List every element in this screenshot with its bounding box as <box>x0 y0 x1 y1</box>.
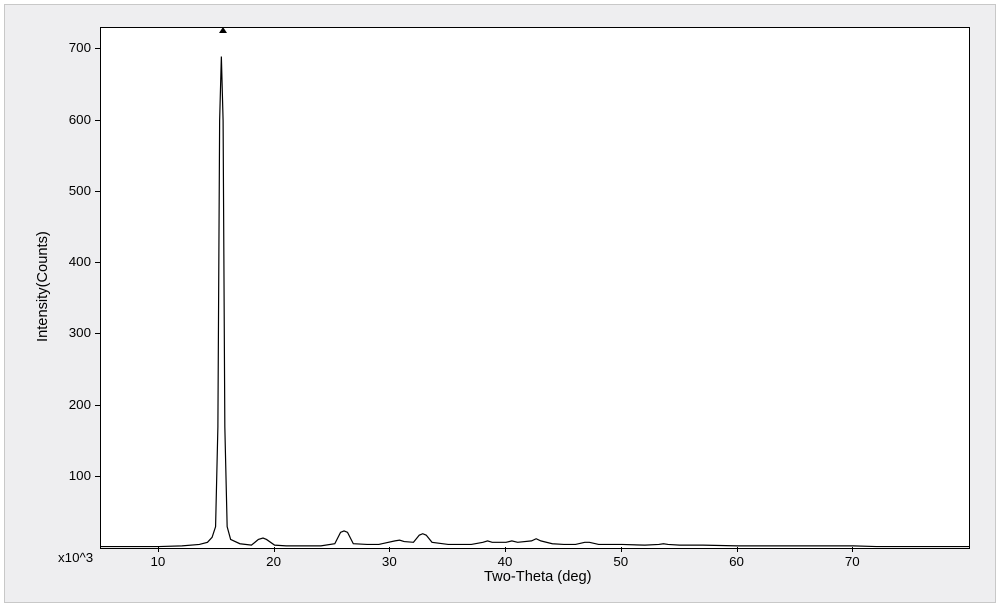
x-tick <box>737 547 738 552</box>
y-tick-label: 600 <box>69 112 91 127</box>
xrd-line-trace <box>101 28 969 548</box>
x-tick <box>389 547 390 552</box>
x-tick-label: 20 <box>266 554 281 569</box>
x-tick <box>158 547 159 552</box>
y-tick-label: 200 <box>69 397 91 412</box>
y-tick-label: 400 <box>69 254 91 269</box>
x-tick-label: 70 <box>845 554 860 569</box>
clip-indicator-marker <box>219 27 227 33</box>
x-tick-label: 10 <box>150 554 165 569</box>
y-tick <box>95 48 100 49</box>
y-tick-label: 100 <box>69 468 91 483</box>
x-tick <box>621 547 622 552</box>
x-tick <box>505 547 506 552</box>
y-tick-label: 300 <box>69 325 91 340</box>
y-tick <box>95 405 100 406</box>
x-tick-label: 40 <box>498 554 513 569</box>
y-tick-label: 500 <box>69 183 91 198</box>
x-tick <box>852 547 853 552</box>
x-tick-label: 60 <box>729 554 744 569</box>
chart-panel: Intensity(Counts) Two-Theta (deg) x10^3 … <box>4 4 996 603</box>
x-axis-title: Two-Theta (deg) <box>484 569 592 585</box>
y-axis-unit-label: x10^3 <box>58 550 93 565</box>
x-tick-label: 50 <box>613 554 628 569</box>
y-tick <box>95 333 100 334</box>
y-axis-title: Intensity(Counts) <box>35 231 51 342</box>
y-tick <box>95 120 100 121</box>
plot-area <box>100 27 970 549</box>
y-tick <box>95 191 100 192</box>
y-tick <box>95 476 100 477</box>
y-tick <box>95 262 100 263</box>
x-tick-label: 30 <box>382 554 397 569</box>
y-tick-label: 700 <box>69 40 91 55</box>
x-tick <box>274 547 275 552</box>
